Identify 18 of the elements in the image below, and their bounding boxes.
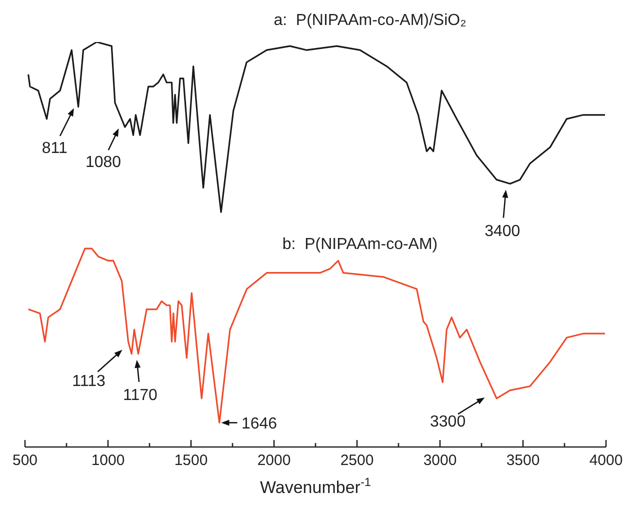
x-tick-label: 500 — [12, 452, 38, 469]
series-label: a: P(NIPAAm-co-AM)/SiO₂ — [274, 12, 466, 30]
x-tick-label: 3500 — [506, 452, 540, 469]
annotation: 3400 — [484, 222, 520, 240]
annotation: 1080 — [85, 154, 122, 171]
x-tick-label: 2500 — [340, 452, 374, 469]
x-tick-label: 1000 — [91, 452, 125, 469]
series-label: b: P(NIPAAm-co-AM) — [282, 236, 438, 254]
x-tick-label: 1500 — [174, 452, 208, 469]
annotation: 1113 — [72, 372, 106, 390]
annotation: 3300 — [430, 413, 466, 430]
x-tick-label: 2000 — [257, 452, 291, 469]
x-axis-title: Wavenumber$^{-1}$ — [260, 475, 372, 497]
annotation: 811 — [42, 140, 68, 157]
x-tick-label: 3000 — [423, 452, 457, 469]
x-tick-label: 4000 — [589, 452, 623, 469]
annotation: 1646 — [241, 416, 278, 433]
annotation: 1170 — [123, 386, 158, 404]
